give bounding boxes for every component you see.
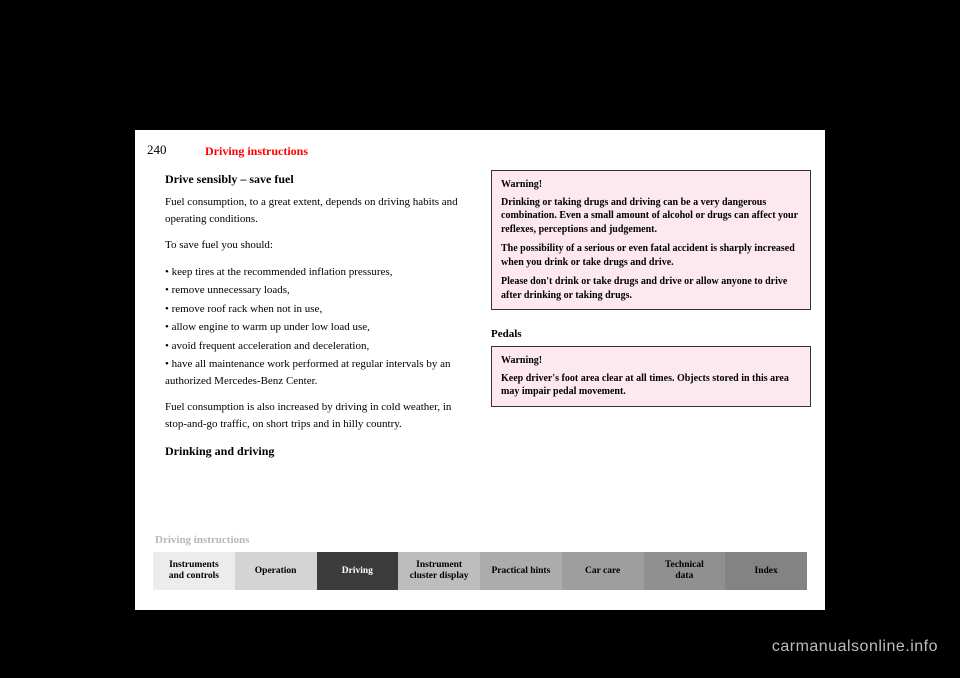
tab-practical[interactable]: Practical hints [480,552,562,590]
tab-instruments[interactable]: Instrumentsand controls [153,552,235,590]
warning2-title: Warning! [501,354,801,368]
tab-technical[interactable]: Technicaldata [644,552,726,590]
warning2-p1: Keep driver's foot area clear at all tim… [501,372,801,399]
page: 240 Driving instructions Drive sensibly … [135,130,825,610]
fuel-p2: To save fuel you should: [165,237,475,254]
tab-index[interactable]: Index [725,552,807,590]
warning1-p1: Drinking or taking drugs and driving can… [501,196,801,237]
pedals-title: Pedals [491,328,811,340]
fuel-li5: • avoid frequent acceleration and decele… [165,338,475,355]
footer-label: Driving instructions [155,534,249,546]
watermark: carmanualsonline.info [772,638,938,656]
tab-carcare[interactable]: Car care [562,552,644,590]
tab-driving[interactable]: Driving [317,552,399,590]
fuel-li4: • allow engine to warm up under low load… [165,319,475,336]
warning1-p2: The possibility of a serious or even fat… [501,242,801,269]
fuel-p1: Fuel consumption, to a great extent, dep… [165,194,475,227]
fuel-li6: • have all maintenance work performed at… [165,356,475,389]
warning-box-2: Warning! Keep driver's foot area clear a… [491,346,811,407]
fuel-heading: Drive sensibly – save fuel [165,170,475,188]
fuel-li1: • keep tires at the recommended inflatio… [165,264,475,281]
right-column: Warning! Drinking or taking drugs and dr… [491,170,811,425]
fuel-p3: Fuel consumption is also increased by dr… [165,399,475,432]
warning-box-1: Warning! Drinking or taking drugs and dr… [491,170,811,310]
header-title: Driving instructions [205,144,308,159]
drink-heading: Drinking and driving [165,442,475,460]
page-number: 240 [147,142,167,158]
left-column: Drive sensibly – save fuel Fuel consumpt… [165,170,475,466]
fuel-li2: • remove unnecessary loads, [165,282,475,299]
warning1-p3: Please don't drink or take drugs and dri… [501,275,801,302]
warning1-title: Warning! [501,178,801,192]
fuel-li3: • remove roof rack when not in use, [165,301,475,318]
tab-cluster[interactable]: Instrumentcluster display [398,552,480,590]
tab-operation[interactable]: Operation [235,552,317,590]
nav-tabs: Instrumentsand controls Operation Drivin… [153,552,807,590]
